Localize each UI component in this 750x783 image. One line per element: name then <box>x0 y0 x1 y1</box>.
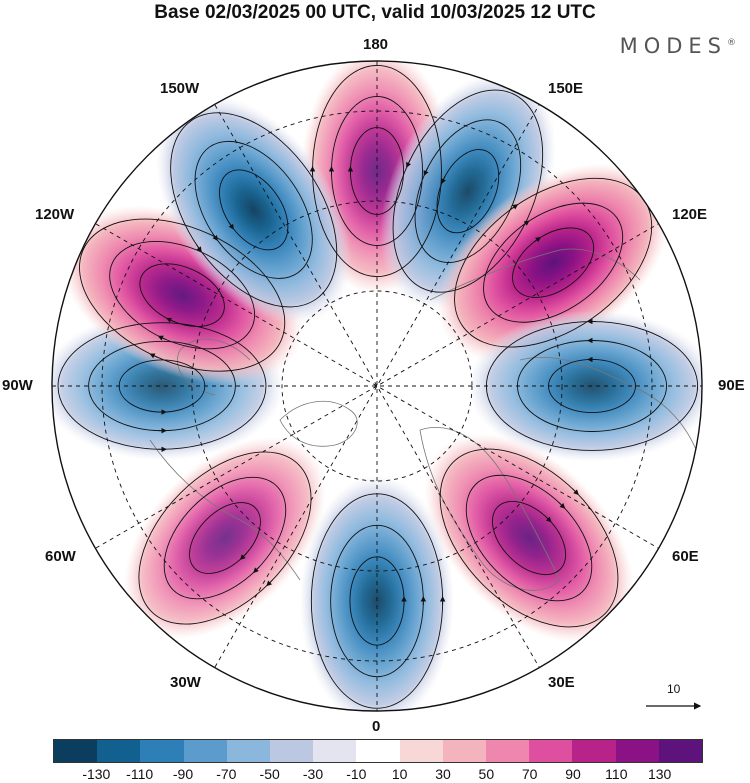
lon-label-120e: 120E <box>672 206 708 223</box>
colorbar-swatch <box>313 740 357 762</box>
lon-label-30e: 30E <box>548 674 575 691</box>
lon-label-60w: 60W <box>45 548 76 565</box>
colorbar-swatch <box>658 740 703 762</box>
colorbar-swatch <box>140 740 184 762</box>
colorbar-swatch <box>529 740 573 762</box>
reference-vector-label: 10 <box>667 682 681 696</box>
colorbar-swatch <box>226 740 271 762</box>
pole-region <box>335 344 419 428</box>
negative-anomaly-cell <box>155 95 352 325</box>
colorbar-swatch <box>54 740 98 762</box>
colorbar-tick-label: 130 <box>647 766 672 782</box>
circulation-streamlines <box>439 448 619 628</box>
positive-anomaly-cell <box>424 433 634 643</box>
colorbar-swatch <box>486 740 530 762</box>
lon-label-30w: 30W <box>170 674 201 691</box>
colorbar-tick-label: 10 <box>391 766 408 782</box>
anomaly-field <box>52 61 702 711</box>
colorbar-tick-label: 30 <box>435 766 451 782</box>
colorbar-tick-label: -90 <box>172 766 194 782</box>
lon-label-60e: 60E <box>672 548 699 565</box>
colorbar-swatch <box>399 740 443 762</box>
colorbar-tick-label: -30 <box>302 766 324 782</box>
circulation-streamlines <box>485 318 699 451</box>
positive-anomaly-cell <box>123 436 327 640</box>
lon-label-120w: 120W <box>35 206 75 223</box>
colorbar <box>53 739 703 763</box>
colorbar-tick-label: 90 <box>565 766 581 782</box>
lon-label-180: 180 <box>363 36 389 53</box>
graticule <box>52 61 702 711</box>
circulation-streamlines <box>309 64 442 278</box>
colorbar-swatch <box>442 740 487 762</box>
circulation-streamlines <box>57 322 267 452</box>
colorbar-tick-label: -10 <box>346 766 367 782</box>
modes-logo: MODES® <box>620 34 736 58</box>
colorbar-tick-label: -110 <box>126 766 154 782</box>
colorbar-swatch <box>572 740 616 762</box>
lon-label-0: 0 <box>372 718 381 735</box>
lon-label-150w: 150W <box>160 80 200 97</box>
lon-label-90w: 90W <box>2 377 33 394</box>
colorbar-tick-label: 110 <box>605 766 628 782</box>
polar-map <box>51 60 703 712</box>
colorbar-swatch <box>97 740 141 762</box>
colorbar-tick-label: -50 <box>259 766 280 782</box>
colorbar-tick-label: 50 <box>478 766 495 782</box>
circulation-streamlines <box>392 89 544 293</box>
colorbar-swatch <box>356 740 400 762</box>
colorbar-swatch <box>183 740 227 762</box>
colorbar-tick-label: 70 <box>521 766 538 782</box>
colorbar-swatch <box>615 740 659 762</box>
colorbar-tick-label: -70 <box>216 766 237 782</box>
lon-label-150e: 150E <box>548 80 584 97</box>
lon-label-90e: 90E <box>718 377 745 394</box>
colorbar-tick-label: -130 <box>82 766 111 782</box>
map-border <box>51 60 703 712</box>
brand-mark: ® <box>727 38 736 48</box>
wind-streamlines <box>57 64 699 709</box>
circulation-streamlines <box>310 493 446 709</box>
circulation-streamlines <box>170 112 338 308</box>
map-title: Base 02/03/2025 00 UTC, valid 10/03/2025… <box>154 2 596 23</box>
circulation-streamlines <box>138 451 312 625</box>
brand-text: MODES <box>619 34 727 58</box>
colorbar-swatch <box>270 740 314 762</box>
